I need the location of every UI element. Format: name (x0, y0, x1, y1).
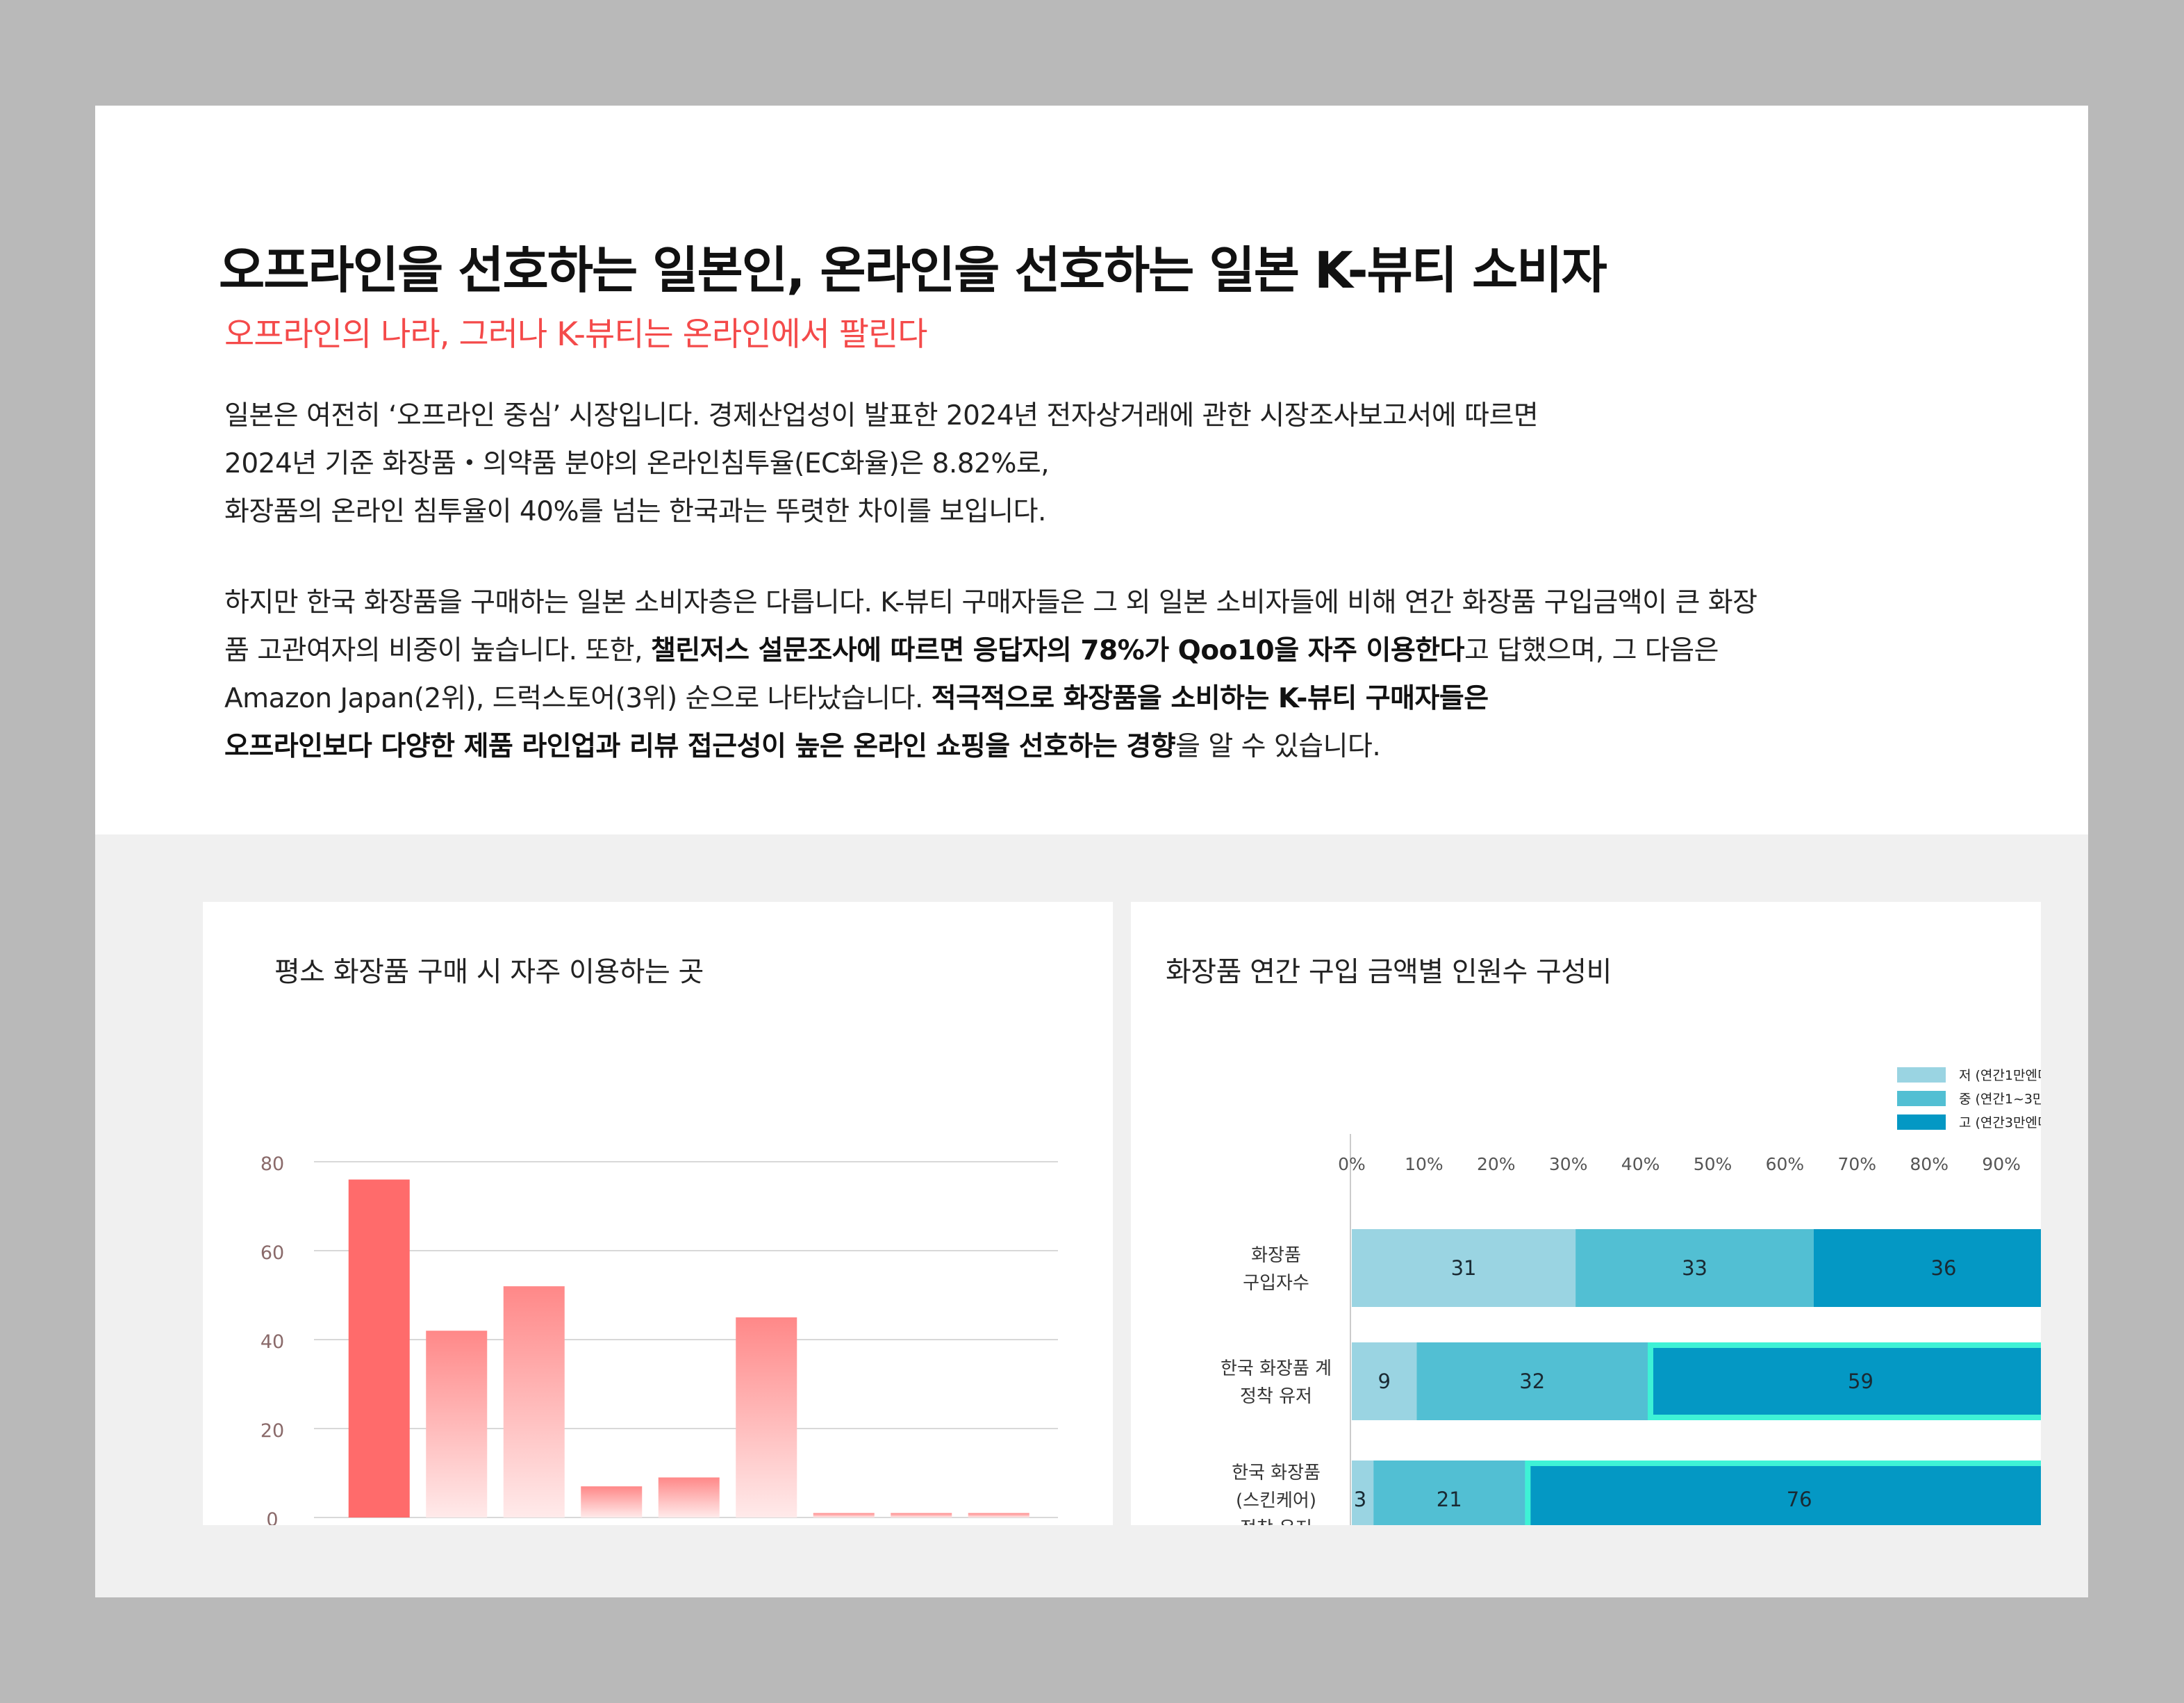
stacked-segment (1525, 1461, 2074, 1538)
paragraph-line: 2024년 기준 화장품・의약품 분야의 온라인침투율(EC화율)은 8.82%… (224, 448, 1050, 479)
chart-title: 화장품 연간 구입 금액별 인원수 구성비 (1166, 956, 1612, 988)
segment-value-label: 21 (1437, 1488, 1462, 1511)
y-tick-label: 80 (260, 1153, 284, 1175)
chart-title: 평소 화장품 구매 시 자주 이용하는 곳 (274, 956, 704, 988)
segment-value-label: 9 (1378, 1369, 1391, 1393)
bar-chart: 020406080Q00 10라쿠텐아마존브랜드공식 사이트백화점드럭스토어편의… (260, 1153, 1058, 1578)
paragraph-emphasis: 오프라인보다 다양한 제품 라인업과 리뷰 접근성이 높은 온라인 쇼핑을 선호… (224, 731, 1176, 762)
y-tick-label: 60 (260, 1242, 284, 1264)
legend-swatch (1897, 1114, 1946, 1130)
legend-label: 저 (연간1만엔미만) (1959, 1068, 2041, 1083)
segment-value-label: 3 (1354, 1488, 1366, 1511)
x-tick-label: 70% (1838, 1154, 1877, 1174)
legend-swatch (1897, 1067, 1946, 1083)
stacked-segment (1813, 1229, 2074, 1307)
paragraph-line: 오프라인보다 다양한 제품 라인업과 리뷰 접근성이 높은 온라인 쇼핑을 선호… (224, 723, 1757, 771)
x-tick-label: 90% (1982, 1154, 2021, 1174)
bar (426, 1331, 488, 1517)
paragraph-line: Amazon Japan(2위), 드럭스토어(3위) 순으로 나타났습니다. … (224, 675, 1757, 723)
segment-value-label: 33 (1682, 1256, 1707, 1280)
x-tick-label: 20% (1477, 1154, 1516, 1174)
x-tick-label: 30% (1549, 1154, 1588, 1174)
stacked-segment (1575, 1229, 1814, 1307)
page-title: 오프라인을 선호하는 일본인, 온라인을 선호하는 일본 K-뷰티 소비자 (219, 241, 1607, 299)
paragraph-emphasis: 적극적으로 화장품을 소비하는 K-뷰티 구매자들은 (931, 683, 1489, 714)
paragraph-text: Amazon Japan(2위), 드럭스토어(3위) 순으로 나타났습니다. (224, 683, 932, 714)
stacked-segment (1352, 1342, 1417, 1420)
x-tick-label: 80% (1910, 1154, 1949, 1174)
segment-value-label: 59 (1848, 1369, 1873, 1393)
paragraph-text: 을 알 수 있습니다. (1175, 731, 1381, 762)
segment-value-label: 76 (1787, 1488, 1812, 1511)
paragraph-line: 품 고관여자의 비중이 높습니다. 또한, 챌린저스 설문조사에 따르면 응답자… (224, 627, 1757, 675)
infographic-card: 오프라인을 선호하는 일본인, 온라인을 선호하는 일본 K-뷰티 소비자 오프… (95, 106, 2099, 1613)
paragraph-text: 품 고관여자의 비중이 높습니다. 또한, (224, 635, 651, 666)
stacked-segment (1352, 1229, 1576, 1307)
segment-value-label: 36 (1931, 1256, 1957, 1280)
x-tick-label: 10% (1405, 1154, 1443, 1174)
x-tick-label: 40% (1621, 1154, 1660, 1174)
category-label: 한국 화장품 (1232, 1463, 1321, 1483)
paragraph-online-rate: 일본은 여전히 ‘오프라인 중심’ 시장입니다. 경제산업성이 발표한 2024… (224, 392, 1539, 536)
legend-label: 고 (연간3만엔미만) (1959, 1115, 2041, 1130)
stacked-segment (1647, 1342, 2074, 1420)
segment-value-label: 32 (1519, 1369, 1545, 1393)
bar (736, 1317, 797, 1517)
y-tick-label: 20 (260, 1420, 284, 1442)
category-label: 정착 유저 (1240, 1518, 1312, 1525)
category-label: 정착 유저 (1240, 1386, 1312, 1407)
legend-swatch (1897, 1091, 1946, 1106)
chart-panel-purchase-channels: 평소 화장품 구매 시 자주 이용하는 곳 020406080Q00 10라쿠텐… (203, 902, 1113, 1578)
stacked-bar-chart: 0%10%20%30%40%50%60%70%80%90%100%313336화… (1221, 1067, 2099, 1613)
page-subtitle: 오프라인의 나라, 그러나 K-뷰티는 온라인에서 팔린다 (224, 315, 928, 354)
bar (658, 1477, 720, 1517)
legend-label: 중 (연간1~3만엔미만) (1959, 1092, 2041, 1107)
category-label: 구입자수 (1243, 1273, 1309, 1294)
paragraph-kbeauty-buyers: 하지만 한국 화장품을 구매하는 일본 소비자층은 다릅니다. K-뷰티 구매자… (224, 579, 1757, 771)
paragraph-text: 고 답했으며, 그 다음은 (1464, 635, 1719, 666)
bar (503, 1286, 565, 1517)
x-tick-label: 0% (1338, 1154, 1366, 1174)
paragraph-emphasis: 챌린저스 설문조사에 따르면 응답자의 78%가 Qoo10을 자주 이용한다 (650, 635, 1465, 666)
chart-panel-spending-composition: 화장품 연간 구입 금액별 인원수 구성비 0% 10% 20% 30% 40% 50% 6… (1131, 902, 2099, 1613)
paragraph-line: 일본은 여전히 ‘오프라인 중심’ 시장입니다. 경제산업성이 발표한 2024… (224, 400, 1539, 431)
x-tick-label: 60% (1766, 1154, 1805, 1174)
category-label: 화장품 (1251, 1245, 1301, 1266)
bar (891, 1513, 952, 1517)
bar (348, 1179, 410, 1517)
stacked-segment (1416, 1342, 1648, 1420)
segment-value-label: 31 (1451, 1256, 1477, 1280)
y-tick-label: 0 (266, 1509, 278, 1525)
text-section: 오프라인을 선호하는 일본인, 온라인을 선호하는 일본 K-뷰티 소비자 오프… (95, 106, 2088, 834)
bar (813, 1513, 875, 1517)
paragraph-line: 화장품의 온라인 침투율이 40%를 넘는 한국과는 뚜렷한 차이를 보입니다. (224, 496, 1046, 527)
y-tick-label: 40 (260, 1331, 284, 1353)
category-label: (스킨케어) (1236, 1490, 1316, 1511)
x-tick-label: 50% (1694, 1154, 1732, 1174)
bar (968, 1513, 1029, 1517)
bar (581, 1486, 643, 1517)
paragraph-line: 하지만 한국 화장품을 구매하는 일본 소비자층은 다릅니다. K-뷰티 구매자… (224, 587, 1757, 618)
category-label: 한국 화장품 계 (1221, 1358, 1332, 1379)
